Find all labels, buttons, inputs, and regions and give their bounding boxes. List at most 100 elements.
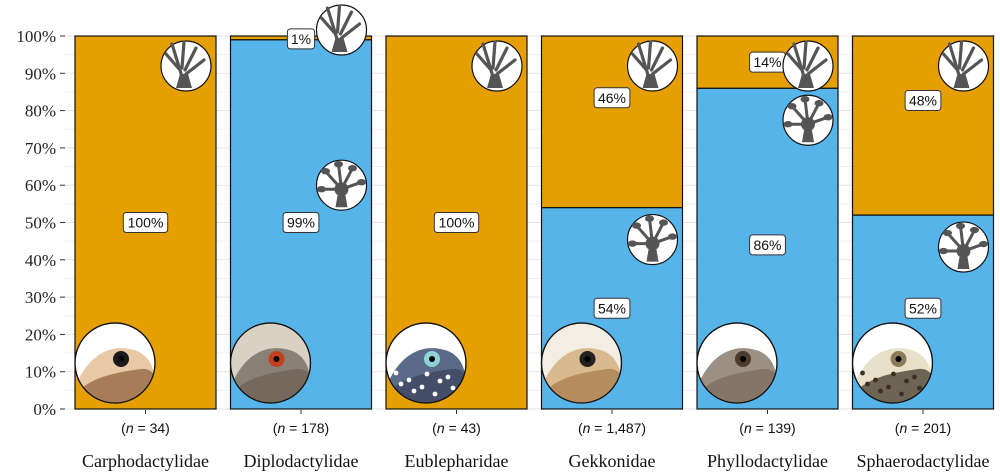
gecko-jaw: [386, 368, 466, 403]
foot-toe-pad: [317, 186, 326, 193]
gecko-head-photo-icon: [385, 322, 467, 404]
y-tick-label: 20%: [25, 325, 56, 344]
gecko-jaw: [230, 368, 311, 403]
foot-toe: [803, 97, 810, 126]
sample-size-label: (n = 43): [432, 420, 481, 436]
segment-percent-label-box: [282, 212, 320, 233]
gecko-spot: [432, 391, 438, 397]
gecko-head-photo-icon: [696, 322, 778, 404]
foot-shape: [786, 40, 828, 86]
padded-toe-foot-icon: [626, 213, 679, 266]
gecko-spot: [917, 385, 922, 391]
segment-percent-label: 48%: [909, 92, 937, 108]
segment-percent-label: 46%: [598, 90, 626, 106]
segment-percent-label-box: [593, 87, 631, 109]
foot-toe-pad: [632, 222, 641, 229]
padless-foot-icon: [471, 40, 523, 92]
foot-toe: [651, 221, 665, 246]
sample-size-label: (n = 1,487): [578, 420, 646, 436]
category-label: Diplodactylidae: [244, 451, 359, 471]
overlays: 100% 1% 99% 100% 46% 54% 14% 86% 48% 52%: [74, 4, 990, 404]
gecko-spot: [865, 381, 870, 387]
segment-percent-label: 100%: [439, 215, 475, 231]
segment-percent-label: 86%: [753, 237, 781, 253]
gecko-spot: [899, 391, 904, 397]
category-label: Phyllodactylidae: [707, 451, 828, 471]
y-tick-label: 0%: [33, 400, 56, 419]
foot-toe-pad: [659, 219, 668, 226]
foot-toe-pad: [979, 240, 988, 248]
gecko-spot: [445, 374, 451, 380]
sample-size-label: (n = 201): [895, 420, 951, 436]
padded-toe-foot-icon: [315, 159, 368, 211]
foot-base: [176, 74, 192, 88]
photo-content: [541, 348, 622, 403]
foot-toe-pad: [939, 247, 948, 255]
segment-percent-label-box: [904, 297, 942, 319]
foot-base: [953, 74, 970, 88]
photo-content: [75, 348, 155, 403]
gecko-spot: [419, 384, 425, 390]
foot-toe: [962, 228, 976, 253]
y-axis: 0% 10% 20% 30% 40% 50% 60% 70% 80% 90% 100%: [16, 27, 65, 419]
segment-percent-label: 1%: [291, 31, 311, 47]
gecko-jaw: [75, 368, 155, 403]
gecko-pupil: [118, 356, 124, 362]
foot-shape: [164, 40, 206, 86]
photo-content: [386, 348, 466, 403]
gecko-spot: [424, 371, 430, 377]
gecko-pupil: [895, 356, 902, 362]
gecko-head-photo-icon: [74, 322, 156, 404]
y-tick-label: 30%: [25, 288, 56, 307]
photo-outline: [851, 322, 934, 404]
segment-percent-label: 52%: [909, 300, 937, 316]
foot-toe-pad: [321, 168, 330, 175]
gecko-jaw: [697, 368, 777, 403]
foot-shape: [319, 4, 362, 50]
foot-toe: [340, 166, 354, 191]
segment-percent-label-box: [749, 234, 786, 256]
foot-base: [331, 38, 348, 52]
foot-base: [487, 74, 503, 88]
foot-toe-pad: [357, 179, 366, 186]
padless-foot-icon: [160, 40, 212, 92]
photo-outline: [696, 322, 778, 404]
foot-toe-pad: [800, 96, 810, 103]
padless-foot-icon: [782, 40, 834, 92]
gecko-spot: [450, 385, 456, 391]
gecko-head-photo-icon: [851, 322, 934, 404]
category-label: Sphaerodactylidae: [857, 451, 990, 471]
gecko-spot: [393, 370, 399, 376]
foot-toe-pad: [348, 165, 357, 172]
padded-toe-foot-icon: [782, 94, 834, 146]
photo-content: [852, 348, 933, 403]
photo-content: [230, 348, 311, 403]
photo-outline: [74, 322, 156, 404]
y-tick-label: 60%: [25, 176, 56, 195]
padless-foot-icon: [937, 40, 990, 92]
foot-shape: [475, 40, 517, 86]
y-tick-label: 50%: [25, 214, 56, 233]
foot-shape: [941, 40, 984, 86]
gecko-pupil: [584, 356, 591, 362]
category-label: Carphodactylidae: [82, 451, 209, 471]
foot-toe: [806, 101, 821, 126]
foot-toe-pad: [970, 226, 979, 234]
segment-percent-label-box: [286, 28, 316, 50]
photo-outline: [229, 322, 312, 404]
gecko-spot: [912, 374, 917, 380]
y-tick-label: 40%: [25, 251, 56, 270]
foot-toe: [635, 224, 654, 246]
foot-toe-pad: [334, 161, 343, 168]
gecko-spot: [860, 370, 865, 376]
photo-content: [697, 348, 777, 403]
foot-toe-pad: [814, 100, 824, 107]
gecko-pupil: [740, 356, 746, 362]
foot-heel: [646, 249, 659, 262]
segment-percent-label: 54%: [598, 300, 626, 316]
foot-base: [642, 74, 659, 88]
foot-toe-pad: [956, 222, 965, 230]
photo-outline: [385, 322, 467, 404]
segment-percent-label-box: [904, 89, 942, 111]
